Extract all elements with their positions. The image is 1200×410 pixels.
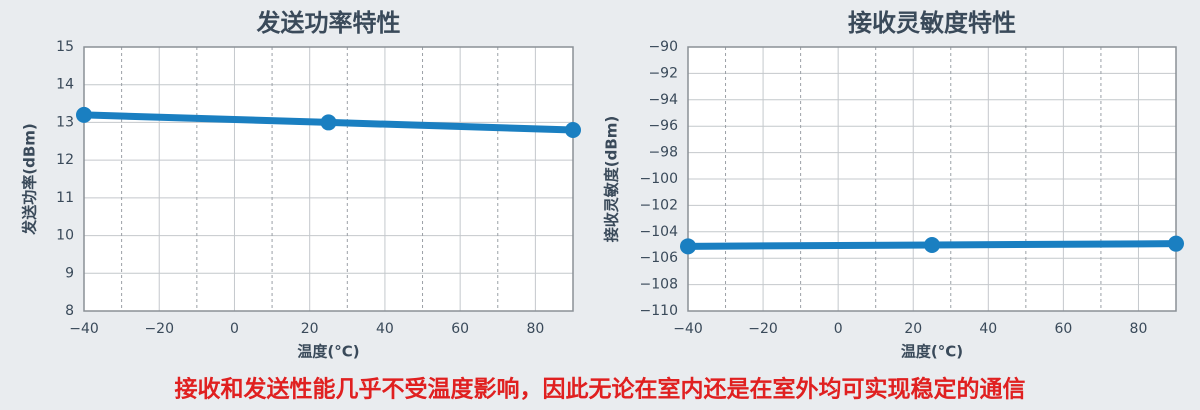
y-tick-label: −108 [640,277,678,293]
plot-border [687,46,1177,312]
y-tick-label: 8 [65,303,74,319]
plot-border [83,46,574,312]
y-axis-label: 发送功率(dBm) [21,123,39,236]
data-point [1168,235,1184,252]
x-axis-label: 温度(°C) [901,343,963,361]
caption: 接收和发送性能几乎不受温度影响，因此无论在室内还是在室外均可实现稳定的通信 [175,376,1026,403]
data-point [565,121,581,138]
x-tick-label: 80 [1130,321,1148,337]
y-tick-label: −106 [640,250,679,266]
chart-title: 发送功率特性 [256,9,401,37]
data-point [680,238,696,255]
x-tick-label: 0 [834,321,843,337]
x-tick-label: −40 [673,321,703,337]
x-tick-label: 60 [1054,321,1072,337]
plot-area [84,47,573,311]
y-tick-label: 10 [56,228,74,244]
x-tick-label: 80 [526,321,544,337]
y-tick-label: −98 [648,145,678,161]
y-tick-label: −92 [648,65,678,81]
y-tick-label: 12 [56,152,74,168]
y-tick-label: 9 [65,265,74,281]
y-tick-label: −100 [640,171,678,187]
y-axis-label: 接收灵敏度(dBm) [603,116,621,243]
y-tick-label: −96 [648,118,678,134]
y-tick-label: −110 [640,303,678,319]
y-tick-label: −104 [640,224,679,240]
x-tick-label: 60 [451,321,469,337]
x-tick-label: 20 [301,321,319,337]
y-tick-label: 14 [56,77,74,93]
y-tick-label: −94 [648,92,678,108]
x-tick-label: 0 [230,321,239,337]
x-tick-label: 40 [376,321,394,337]
x-tick-label: −20 [748,321,778,337]
y-tick-label: 11 [56,190,74,206]
y-tick-label: 15 [56,39,74,55]
y-tick-label: 13 [56,114,74,130]
y-tick-label: −90 [648,39,678,55]
data-point [76,106,92,123]
chart-title: 接收灵敏度特性 [848,9,1016,37]
y-tick-label: −102 [640,197,678,213]
x-tick-label: −40 [69,321,99,337]
x-tick-label: 20 [904,321,922,337]
x-tick-label: 40 [979,321,997,337]
data-point [924,237,940,253]
x-axis-label: 温度(°C) [297,343,359,361]
x-tick-label: −20 [144,321,174,337]
data-point [320,114,337,131]
